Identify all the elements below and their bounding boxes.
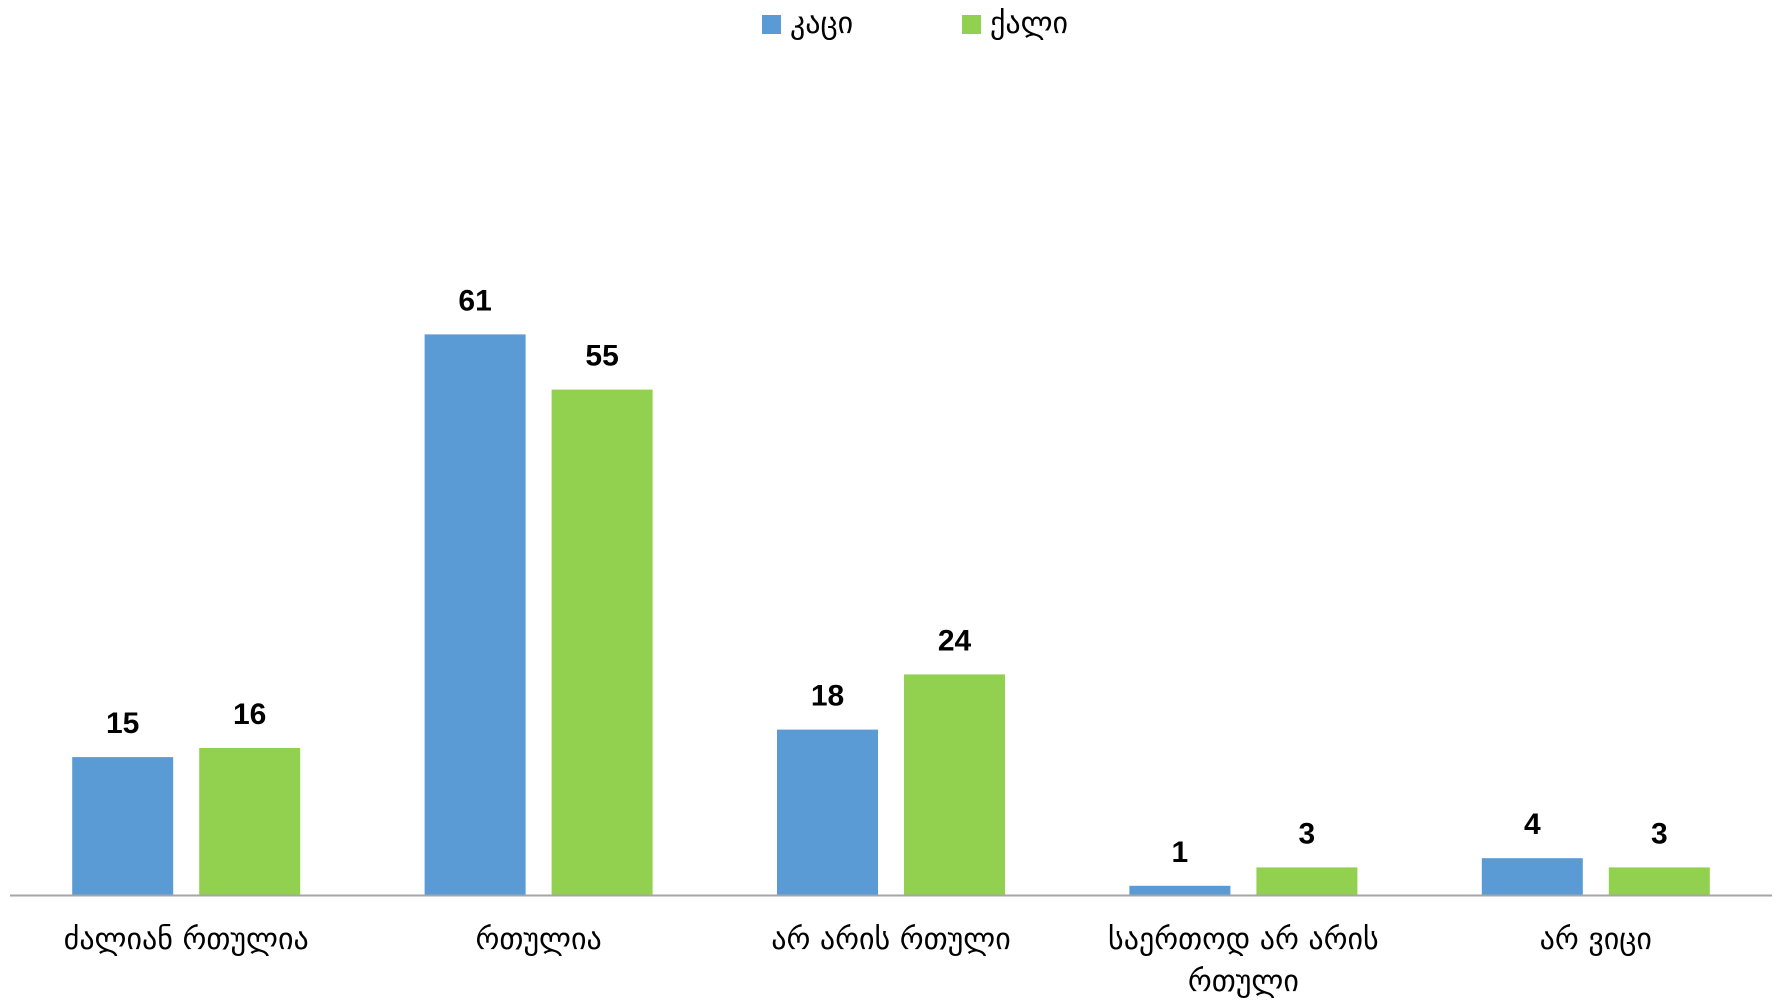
value-label-series-2-category-3: 24 xyxy=(938,624,972,657)
bar-series-1-category-3 xyxy=(777,729,878,895)
value-label-series-2-category-5: 3 xyxy=(1651,817,1668,850)
category-label-4: საერთოდ არ არის რთული xyxy=(1108,922,1379,999)
value-label-series-1-category-5: 4 xyxy=(1524,808,1541,841)
bar-series-2-category-4 xyxy=(1256,867,1358,895)
legend-item-series-1: კაცი xyxy=(762,8,853,40)
value-label-series-1-category-1: 15 xyxy=(106,707,139,740)
category-label-5: არ ვიცი xyxy=(1539,922,1652,957)
value-label-series-1-category-3: 18 xyxy=(811,680,844,713)
bar-series-1-category-4 xyxy=(1129,885,1231,895)
category-label-3: არ არის რთული xyxy=(771,922,1011,957)
value-label-series-2-category-4: 3 xyxy=(1299,817,1316,850)
bar-series-1-category-1 xyxy=(72,757,174,895)
category-label-2: რთულია xyxy=(475,922,602,957)
bar-series-2-category-1 xyxy=(199,748,301,895)
value-label-series-2-category-2: 55 xyxy=(585,340,618,373)
legend-swatch-series-2 xyxy=(962,14,981,34)
bar-series-1-category-5 xyxy=(1481,858,1583,895)
legend-label-series-1: კაცი xyxy=(790,6,854,41)
bar-series-2-category-2 xyxy=(551,389,653,895)
value-label-series-1-category-4: 1 xyxy=(1172,836,1189,869)
legend-label-series-2: ქალი xyxy=(990,6,1069,41)
legend-item-series-2: ქალი xyxy=(962,8,1068,40)
value-label-series-1-category-2: 61 xyxy=(458,284,491,317)
bar-series-1-category-2 xyxy=(424,334,526,895)
value-label-series-2-category-1: 16 xyxy=(233,698,266,731)
legend-swatch-series-1 xyxy=(762,14,781,34)
category-label-1: ძალიან რთულია xyxy=(63,922,309,957)
bar-series-2-category-5 xyxy=(1608,867,1710,895)
bar-series-2-category-3 xyxy=(904,674,1005,895)
